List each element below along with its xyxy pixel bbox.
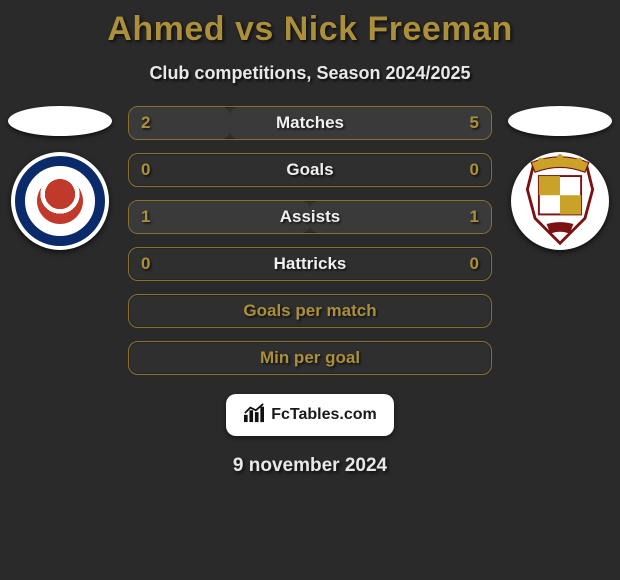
- stat-value-left: 2: [141, 107, 150, 139]
- stat-row-assists: 1 1 Assists: [128, 200, 492, 234]
- stat-row-goals-per-match: Goals per match: [128, 294, 492, 328]
- stat-value-left: 0: [141, 248, 150, 280]
- stat-value-right: 0: [470, 248, 479, 280]
- stat-fill-right: [230, 107, 491, 139]
- body-row: 2 5 Matches 0 0 Goals 1 1 Assists 0 0 Hattricks Goal…: [0, 106, 620, 388]
- stevenage-fc-crest: [511, 152, 609, 250]
- left-player-col: [0, 106, 120, 250]
- page-title: Ahmed vs Nick Freeman: [0, 0, 620, 49]
- stat-label: Goals: [286, 160, 333, 180]
- comparison-infographic: Ahmed vs Nick Freeman Club competitions,…: [0, 0, 620, 580]
- stat-row-goals: 0 0 Goals: [128, 153, 492, 187]
- stat-row-min-per-goal: Min per goal: [128, 341, 492, 375]
- stat-label: Min per goal: [260, 348, 360, 368]
- stat-value-right: 5: [470, 107, 479, 139]
- stat-label: Assists: [280, 207, 340, 227]
- right-player-col: [500, 106, 620, 250]
- stats-column: 2 5 Matches 0 0 Goals 1 1 Assists 0 0 Hattricks Goal…: [120, 106, 500, 388]
- stat-label: Goals per match: [243, 301, 376, 321]
- brand-chart-icon: [243, 403, 265, 428]
- brand-badge: FcTables.com: [226, 394, 394, 436]
- stat-value-left: 0: [141, 154, 150, 186]
- left-flag-ellipse: [8, 106, 112, 136]
- stat-row-matches: 2 5 Matches: [128, 106, 492, 140]
- stat-label: Matches: [276, 113, 344, 133]
- stat-value-left: 1: [141, 201, 150, 233]
- stat-value-right: 0: [470, 154, 479, 186]
- stat-value-right: 1: [470, 201, 479, 233]
- stat-row-hattricks: 0 0 Hattricks: [128, 247, 492, 281]
- stat-label: Hattricks: [274, 254, 347, 274]
- date-line: 9 november 2024: [0, 455, 620, 477]
- right-flag-ellipse: [508, 106, 612, 136]
- page-subtitle: Club competitions, Season 2024/2025: [0, 63, 620, 84]
- reading-fc-crest: [11, 152, 109, 250]
- brand-text: FcTables.com: [271, 406, 377, 424]
